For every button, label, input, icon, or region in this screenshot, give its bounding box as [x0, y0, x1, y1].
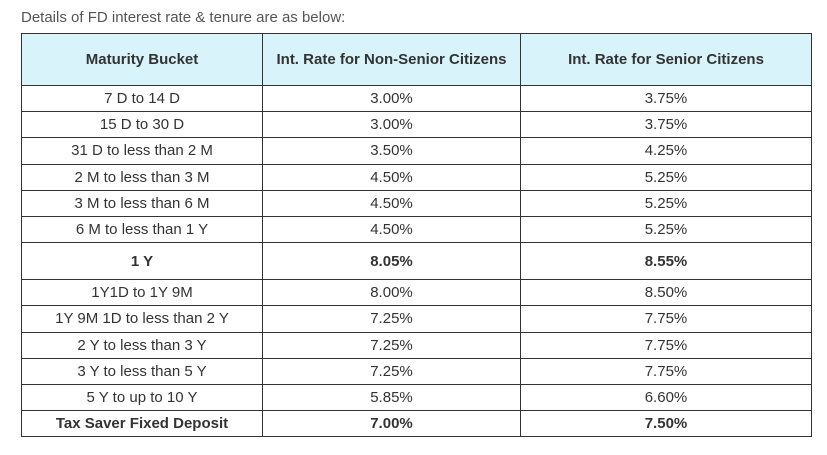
- cell-maturity-bucket: 31 D to less than 2 M: [21, 137, 263, 165]
- cell-non-senior-rate: 5.85%: [262, 383, 521, 412]
- cell-non-senior-rate: 4.50%: [262, 189, 521, 217]
- cell-maturity-bucket: 7 D to 14 D: [21, 84, 263, 113]
- cell-non-senior-rate: 3.50%: [262, 137, 521, 165]
- header-senior-rate: Int. Rate for Senior Citizens: [520, 33, 812, 86]
- table-row: 2 M to less than 3 M 4.50% 5.25%: [21, 163, 812, 191]
- table-header-row: Maturity Bucket Int. Rate for Non-Senior…: [21, 33, 812, 86]
- table-row: Tax Saver Fixed Deposit 7.00% 7.50%: [21, 410, 812, 438]
- cell-maturity-bucket: 1 Y: [21, 242, 263, 281]
- table-row: 15 D to 30 D 3.00% 3.75%: [21, 111, 812, 139]
- table-row: 1 Y 8.05% 8.55%: [21, 242, 812, 281]
- cell-maturity-bucket: 6 M to less than 1 Y: [21, 215, 263, 244]
- table-row: 1Y 9M 1D to less than 2 Y 7.25% 7.75%: [21, 305, 812, 333]
- cell-non-senior-rate: 4.50%: [262, 215, 521, 244]
- cell-senior-rate: 8.50%: [520, 279, 812, 307]
- table-row: 3 M to less than 6 M 4.50% 5.25%: [21, 189, 812, 217]
- cell-maturity-bucket: 3 Y to less than 5 Y: [21, 357, 263, 385]
- cell-non-senior-rate: 7.00%: [262, 410, 521, 438]
- cell-senior-rate: 5.25%: [520, 189, 812, 217]
- cell-senior-rate: 3.75%: [520, 111, 812, 139]
- cell-senior-rate: 6.60%: [520, 383, 812, 412]
- table-row: 1Y1D to 1Y 9M 8.00% 8.50%: [21, 279, 812, 307]
- cell-senior-rate: 7.50%: [520, 410, 812, 438]
- header-non-senior-rate: Int. Rate for Non-Senior Citizens: [262, 33, 521, 86]
- cell-non-senior-rate: 3.00%: [262, 111, 521, 139]
- table-row: 3 Y to less than 5 Y 7.25% 7.75%: [21, 357, 812, 385]
- cell-non-senior-rate: 8.00%: [262, 279, 521, 307]
- table-row: 6 M to less than 1 Y 4.50% 5.25%: [21, 215, 812, 244]
- table-row: 7 D to 14 D 3.00% 3.75%: [21, 84, 812, 113]
- cell-non-senior-rate: 7.25%: [262, 357, 521, 385]
- cell-non-senior-rate: 3.00%: [262, 84, 521, 113]
- cell-non-senior-rate: 8.05%: [262, 242, 521, 281]
- cell-non-senior-rate: 4.50%: [262, 163, 521, 191]
- cell-senior-rate: 7.75%: [520, 357, 812, 385]
- cell-maturity-bucket: 1Y1D to 1Y 9M: [21, 279, 263, 307]
- cell-maturity-bucket: 1Y 9M 1D to less than 2 Y: [21, 305, 263, 333]
- cell-maturity-bucket: 15 D to 30 D: [21, 111, 263, 139]
- table-caption: Details of FD interest rate & tenure are…: [21, 9, 346, 26]
- fd-rates-table: Maturity Bucket Int. Rate for Non-Senior…: [21, 33, 812, 438]
- cell-senior-rate: 8.55%: [520, 242, 812, 281]
- cell-non-senior-rate: 7.25%: [262, 305, 521, 333]
- cell-maturity-bucket: 2 Y to less than 3 Y: [21, 331, 263, 359]
- table-row: 31 D to less than 2 M 3.50% 4.25%: [21, 137, 812, 165]
- cell-senior-rate: 3.75%: [520, 84, 812, 113]
- table-row: 5 Y to up to 10 Y 5.85% 6.60%: [21, 383, 812, 412]
- cell-senior-rate: 7.75%: [520, 305, 812, 333]
- cell-senior-rate: 7.75%: [520, 331, 812, 359]
- cell-maturity-bucket: Tax Saver Fixed Deposit: [21, 410, 263, 438]
- cell-maturity-bucket: 3 M to less than 6 M: [21, 189, 263, 217]
- cell-senior-rate: 5.25%: [520, 163, 812, 191]
- cell-maturity-bucket: 2 M to less than 3 M: [21, 163, 263, 191]
- cell-maturity-bucket: 5 Y to up to 10 Y: [21, 383, 263, 412]
- header-maturity-bucket: Maturity Bucket: [21, 33, 263, 86]
- cell-senior-rate: 4.25%: [520, 137, 812, 165]
- cell-non-senior-rate: 7.25%: [262, 331, 521, 359]
- table-row: 2 Y to less than 3 Y 7.25% 7.75%: [21, 331, 812, 359]
- cell-senior-rate: 5.25%: [520, 215, 812, 244]
